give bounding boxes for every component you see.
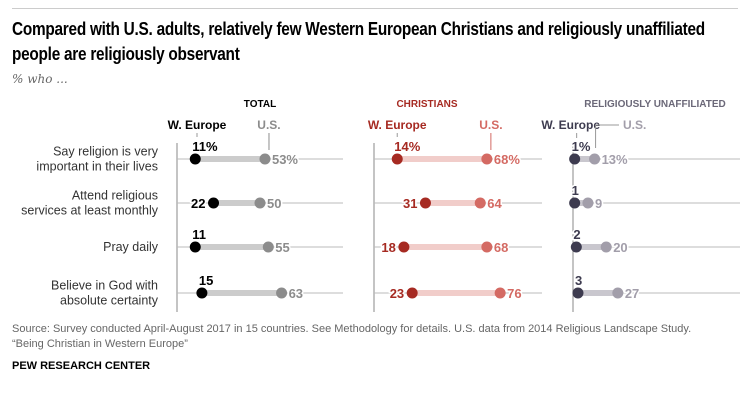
dot-us: [481, 241, 493, 253]
dot-us: [262, 241, 274, 253]
panel-title: CHRISTIANS: [396, 99, 457, 110]
series-label-us: U.S.: [257, 118, 280, 132]
data-label-europe: 1%: [572, 139, 591, 154]
data-label-us: 68%: [494, 152, 520, 167]
dot-europe: [398, 241, 410, 253]
dot-europe: [572, 287, 584, 299]
series-label-europe: W. Europe: [368, 118, 427, 132]
data-label-europe: 1: [572, 183, 579, 198]
chart-title: Compared with U.S. adults, relatively fe…: [12, 18, 705, 64]
data-label-europe: 22: [191, 196, 205, 211]
report-title: “Being Christian in Western Europe”: [12, 338, 188, 350]
category-label: Pray daily: [103, 240, 159, 254]
data-label-us: 13%: [602, 152, 628, 167]
dot-us: [582, 197, 594, 209]
dot-europe: [189, 241, 201, 253]
data-label-europe: 23: [390, 286, 404, 301]
dot-us: [259, 153, 271, 165]
data-label-europe: 31: [403, 196, 417, 211]
series-label-us: U.S.: [623, 118, 646, 132]
data-label-europe: 2: [573, 227, 580, 242]
top-rule: [12, 8, 738, 9]
dot-europe: [569, 153, 581, 165]
dot-us: [254, 197, 266, 209]
series-label-europe: W. Europe: [541, 118, 600, 132]
category-label: Attend religious services at least monthl…: [21, 189, 159, 218]
dot-europe: [570, 241, 582, 253]
data-label-us: 68: [494, 240, 508, 255]
series-label-us: U.S.: [479, 118, 502, 132]
chart-subtitle: % who ...: [12, 72, 68, 86]
dot-europe: [189, 153, 201, 165]
data-label-europe: 3: [575, 273, 582, 288]
data-label-us: 64: [487, 196, 502, 211]
data-label-us: 9: [595, 196, 602, 211]
data-label-europe: 11: [192, 227, 206, 242]
data-label-europe: 18: [381, 240, 395, 255]
dot-us: [612, 287, 624, 299]
dot-us: [481, 153, 493, 165]
dot-us: [600, 241, 612, 253]
data-label-europe: 15: [199, 273, 213, 288]
data-label-us: 63: [289, 286, 303, 301]
category-label: Believe in God with absolute certainty: [51, 279, 159, 308]
dot-europe: [391, 153, 403, 165]
dot-europe: [569, 197, 581, 209]
data-label-us: 27: [625, 286, 639, 301]
data-label-us: 53%: [272, 152, 298, 167]
brand-logo-text: PEW RESEARCH CENTER: [12, 360, 151, 372]
leader-line: [595, 124, 619, 148]
data-label-us: 55: [275, 240, 289, 255]
dot-us: [276, 287, 288, 299]
dot-europe: [196, 287, 208, 299]
source-note: Source: Survey conducted April-August 20…: [12, 322, 691, 352]
dot-us: [494, 287, 506, 299]
data-label-us: 50: [267, 196, 281, 211]
panel-title: RELIGIOUSLY UNAFFILIATED: [584, 99, 726, 110]
dot-europe: [419, 197, 431, 209]
data-label-us: 76: [507, 286, 521, 301]
source-text: Source: Survey conducted April-August 20…: [12, 323, 692, 335]
dot-europe: [406, 287, 418, 299]
category-label: Say religion is very important in their l…: [36, 145, 158, 174]
dot-europe: [208, 197, 220, 209]
series-label-europe: W. Europe: [168, 118, 227, 132]
dot-us: [474, 197, 486, 209]
data-label-europe: 14%: [394, 139, 420, 154]
dot-us: [589, 153, 601, 165]
panel-title: TOTAL: [244, 99, 276, 110]
data-label-europe: 11%: [192, 139, 218, 154]
data-label-us: 20: [613, 240, 627, 255]
